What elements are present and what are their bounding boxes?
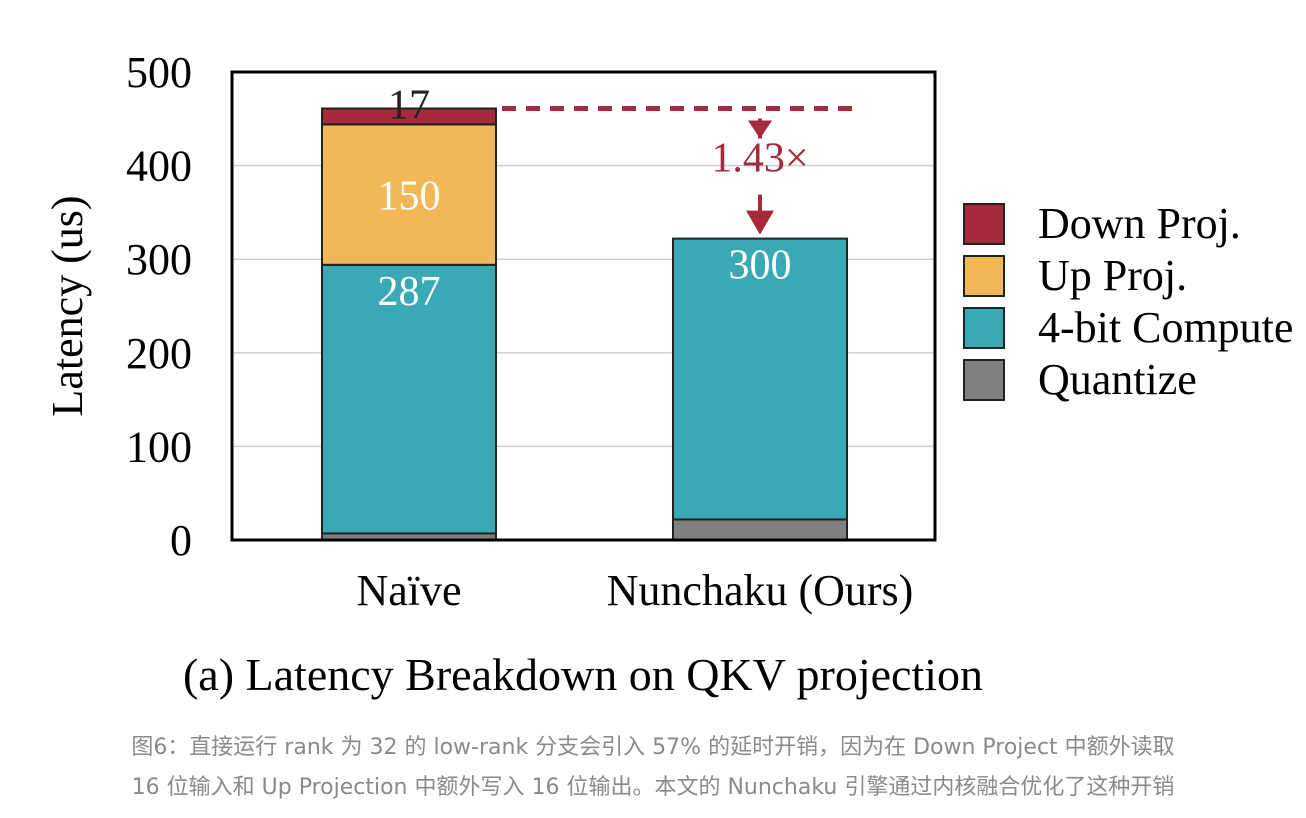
- y-tick-label: 0: [170, 516, 192, 565]
- y-axis-label: Latency (us): [43, 195, 92, 416]
- arrow-head-bottom: [746, 211, 774, 235]
- speedup-annotation: 1.43×: [502, 109, 855, 235]
- data-label: 150: [378, 174, 441, 220]
- legend-label: Up Proj.: [1038, 251, 1187, 300]
- bar-segment-quantize: [673, 519, 847, 540]
- x-tick-labels: Naïve Nunchaku (Ours): [356, 566, 913, 615]
- caption-line-2: 16 位输入和 Up Projection 中额外写入 16 位输出。本文的 N…: [0, 768, 1306, 808]
- x-tick-label: Naïve: [356, 566, 461, 615]
- figure-caption: 图6：直接运行 rank 为 32 的 low-rank 分支会引入 57% 的…: [0, 728, 1306, 808]
- y-tick-label: 200: [126, 329, 192, 378]
- legend-swatch: [964, 360, 1004, 400]
- legend-label: Quantize: [1038, 355, 1197, 404]
- legend-swatch: [964, 308, 1004, 348]
- caption-line-1: 图6：直接运行 rank 为 32 的 low-rank 分支会引入 57% 的…: [0, 728, 1306, 768]
- y-tick-label: 300: [126, 235, 192, 284]
- x-tick-label: Nunchaku (Ours): [607, 566, 914, 615]
- legend-swatch: [964, 256, 1004, 296]
- legend-swatch: [964, 204, 1004, 244]
- legend-label: Down Proj.: [1038, 199, 1241, 248]
- y-tick-labels: 0 100 200 300 400 500: [126, 48, 192, 565]
- chart-subtitle: (a) Latency Breakdown on QKV projection: [183, 649, 983, 700]
- data-label: 287: [378, 269, 441, 315]
- y-tick-label: 100: [126, 422, 192, 471]
- speedup-label: 1.43×: [711, 136, 808, 182]
- data-label: 300: [729, 243, 792, 289]
- y-tick-label: 500: [126, 48, 192, 97]
- data-label: 17: [388, 83, 430, 129]
- legend-label: 4-bit Compute: [1038, 303, 1293, 352]
- y-tick-label: 400: [126, 142, 192, 191]
